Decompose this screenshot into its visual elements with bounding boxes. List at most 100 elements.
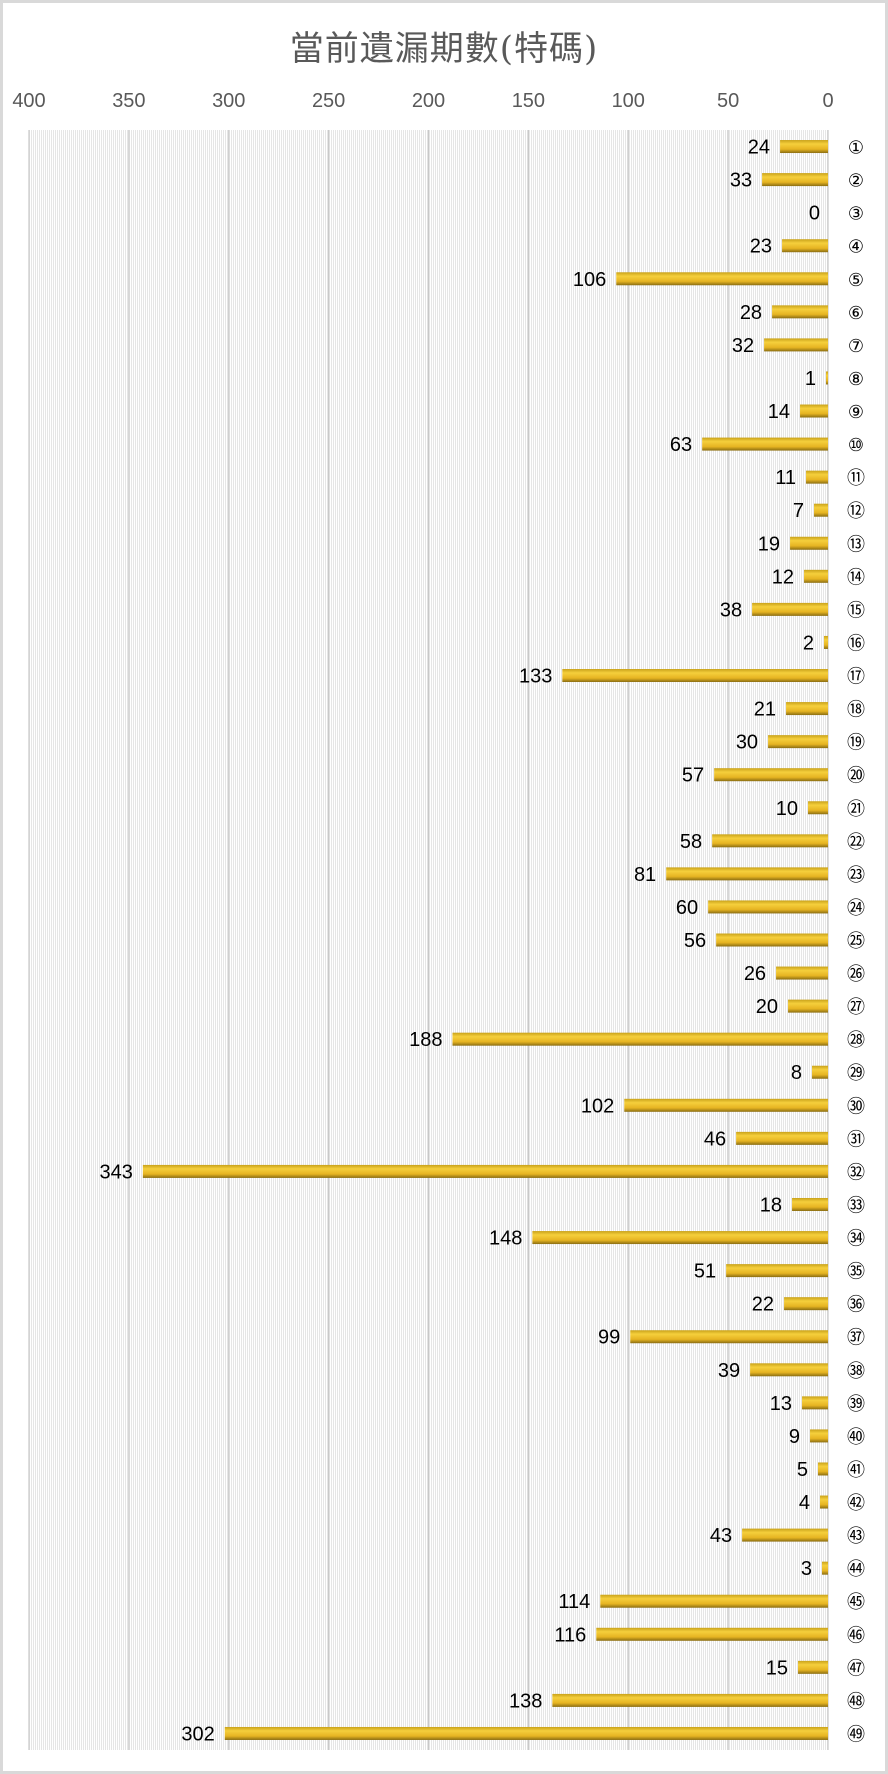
category-label: ㉙	[847, 1063, 865, 1084]
data-label: 19	[758, 533, 780, 555]
category-label: ⑰	[847, 667, 865, 688]
bar	[702, 437, 828, 451]
bar	[806, 470, 828, 484]
category-label: ㉞	[847, 1229, 865, 1250]
category-label: ㉘	[847, 1030, 865, 1051]
bar	[742, 1528, 828, 1542]
bar	[818, 1462, 828, 1476]
category-label: ⑯	[847, 633, 865, 654]
category-label: ⑤	[848, 270, 864, 291]
bar	[786, 702, 828, 716]
category-label: ⑮	[847, 600, 865, 621]
category-label: ㉝	[847, 1195, 865, 1216]
bar	[826, 371, 828, 385]
category-label: ㊴	[847, 1394, 865, 1415]
data-label: 2	[803, 632, 814, 654]
data-label: 106	[573, 269, 606, 291]
bar	[726, 1264, 828, 1278]
bar	[780, 140, 828, 154]
category-label: ㊷	[847, 1493, 865, 1514]
bar	[596, 1627, 828, 1641]
data-label: 11	[775, 467, 796, 489]
bar	[736, 1131, 828, 1145]
bar	[790, 536, 828, 550]
category-label: ㉓	[847, 865, 865, 886]
data-label: 133	[519, 666, 552, 688]
bar	[750, 1363, 828, 1377]
data-label: 7	[793, 500, 804, 522]
category-label: ①	[848, 138, 864, 159]
data-label: 43	[710, 1525, 732, 1547]
x-tick-label: 150	[512, 90, 545, 112]
category-label: ㊽	[847, 1691, 865, 1712]
category-label: ④	[848, 237, 864, 258]
data-label: 22	[752, 1294, 774, 1316]
bar	[784, 1297, 828, 1311]
x-tick-label: 0	[822, 90, 833, 112]
bar	[552, 1693, 828, 1707]
bar	[810, 1429, 828, 1443]
data-label: 58	[680, 831, 702, 853]
data-label: 0	[809, 203, 820, 225]
data-label: 99	[598, 1327, 620, 1349]
data-label: 13	[770, 1393, 792, 1415]
category-label: ㊶	[847, 1460, 865, 1481]
bar	[788, 999, 828, 1013]
bar	[764, 338, 828, 352]
data-label: 21	[754, 699, 776, 721]
category-label: ㊱	[847, 1295, 865, 1316]
x-tick-label: 50	[717, 90, 739, 112]
category-label: ㉜	[847, 1162, 865, 1183]
category-label: ⑲	[847, 733, 865, 754]
category-label: ⑳	[847, 766, 865, 787]
bar	[792, 1197, 828, 1211]
x-tick-label: 200	[412, 90, 445, 112]
chart-title: 當前遺漏期數(特碼)	[289, 29, 599, 69]
category-label: ⑫	[847, 501, 865, 522]
category-label: ⑦	[848, 336, 864, 357]
data-label: 26	[744, 963, 766, 985]
bar	[562, 669, 828, 683]
data-label: 5	[797, 1459, 808, 1481]
category-label: ㊸	[847, 1526, 865, 1547]
category-label: ㊺	[847, 1592, 865, 1613]
category-label: ㉖	[847, 964, 865, 985]
category-label: ⑨	[848, 402, 864, 423]
data-label: 8	[791, 1062, 802, 1084]
x-tick-label: 400	[12, 90, 45, 112]
category-label: ㉟	[847, 1262, 865, 1283]
category-label: ②	[848, 171, 864, 192]
bar	[142, 1164, 829, 1178]
bar	[776, 966, 828, 980]
category-label: ㊻	[847, 1625, 865, 1646]
bar	[812, 1065, 828, 1079]
data-label: 3	[801, 1558, 812, 1580]
bar	[824, 635, 828, 649]
x-tick-label: 100	[612, 90, 645, 112]
x-tick-label: 300	[212, 90, 245, 112]
x-tick-label: 350	[112, 90, 145, 112]
bar	[808, 801, 828, 815]
bar	[752, 602, 828, 616]
bar	[782, 239, 828, 253]
data-label: 57	[682, 765, 704, 787]
category-label: ⑥	[848, 303, 864, 324]
data-label: 116	[554, 1624, 586, 1646]
data-label: 4	[799, 1492, 810, 1514]
data-label: 1	[805, 368, 816, 390]
data-label: 60	[676, 897, 698, 919]
bar	[532, 1231, 828, 1245]
bar	[800, 404, 828, 418]
data-label: 32	[732, 335, 754, 357]
x-tick-label: 250	[312, 90, 345, 112]
category-label: ⑱	[847, 700, 865, 721]
data-label: 24	[748, 137, 770, 159]
bar	[716, 933, 828, 947]
bar	[772, 305, 828, 319]
data-label: 46	[704, 1128, 726, 1150]
data-label: 56	[684, 930, 706, 952]
data-label: 39	[718, 1360, 740, 1382]
category-label: ㊼	[847, 1658, 865, 1679]
